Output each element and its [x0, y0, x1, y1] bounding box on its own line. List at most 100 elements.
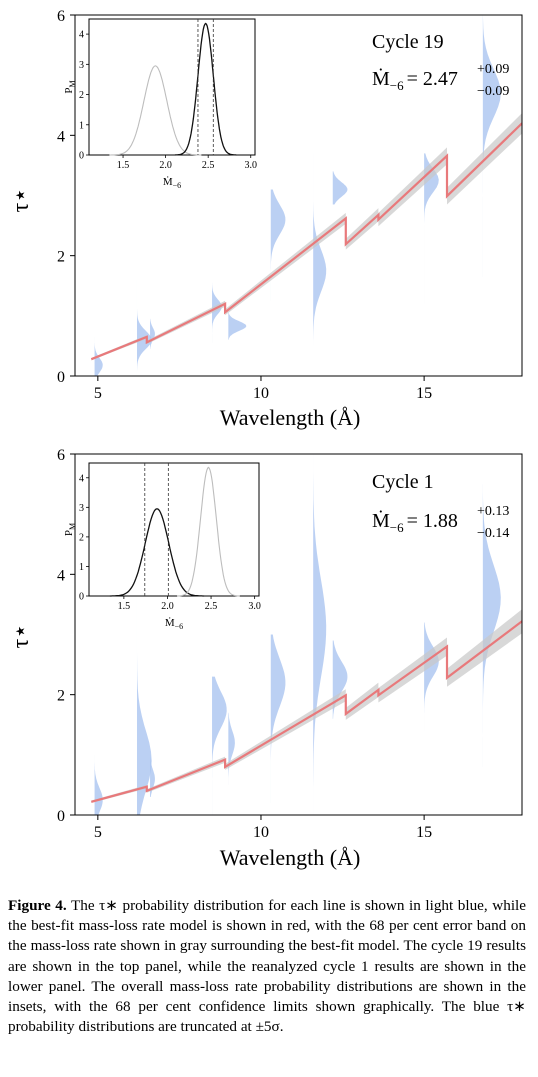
mdot-error-plus: +0.09 [477, 62, 509, 77]
inset-y-tick-label: 2 [79, 90, 84, 101]
inset-y-tick-label: 2 [79, 532, 84, 543]
tau-distribution-6 [270, 189, 286, 301]
inset-y-tick-label: 4 [79, 30, 84, 41]
tau-distribution-2 [136, 454, 152, 815]
tau-distribution-3 [150, 754, 155, 797]
panel-label: Cycle 19 [372, 31, 444, 53]
caption-label: Figure 4. [8, 897, 67, 914]
x-tick-label: 15 [416, 385, 432, 402]
inset-distribution-current [109, 508, 205, 597]
mdot-subscript: −6 [390, 520, 404, 535]
inset-y-tick-label: 0 [79, 151, 84, 162]
x-tick-label: 5 [94, 385, 102, 402]
inset: 1.5 2.0 2.5 3.0 0 1 2 3 4 Ṁ−6 PM [63, 18, 257, 190]
inset-frame [88, 18, 256, 156]
mdot-error-minus: −0.09 [477, 84, 509, 99]
tau-distribution-4 [212, 282, 222, 343]
y-tick-label: 6 [57, 447, 65, 464]
inset-distribution-current [174, 22, 237, 156]
tau-distribution-9 [424, 153, 439, 304]
plot-content [90, 15, 522, 376]
y-tick-label: 2 [57, 249, 65, 266]
inset-y-label: PM [63, 523, 77, 536]
inset-x-tick-label: 3.0 [244, 160, 257, 171]
inset-y-tick-label: 3 [79, 503, 84, 514]
inset-y-label: PM [63, 80, 77, 93]
mdot-value: = 2.47 [407, 68, 458, 90]
x-axis-label: Wavelength (Å) [220, 405, 361, 430]
mdot-error-plus: +0.13 [477, 504, 509, 519]
inset-x-label: Ṁ−6 [163, 176, 181, 190]
mdot-symbol: Ṁ [372, 509, 390, 532]
axes-frame [74, 453, 523, 816]
axes-frame [74, 14, 523, 377]
x-tick-label: 15 [416, 824, 432, 841]
mdot-error-minus: −0.14 [477, 526, 509, 541]
inset-y-label-sub: M [68, 523, 77, 530]
inset-frame [88, 462, 260, 597]
figure-caption: Figure 4. The τ∗ probability distributio… [8, 896, 526, 1037]
inset-y-tick-label: 1 [79, 120, 84, 131]
mdot-annotation: Ṁ−6 = 2.47 [372, 67, 458, 93]
tau-distribution-7 [313, 153, 327, 346]
caption-text: The τ∗ probability distribution for each… [8, 897, 527, 1036]
x-axis-label: Wavelength (Å) [220, 845, 361, 870]
y-tick-label: 4 [57, 128, 65, 145]
y-tick-label: 2 [57, 688, 65, 705]
panel-label: Cycle 1 [372, 471, 434, 493]
mdot-value: = 1.88 [407, 510, 458, 532]
model-line [91, 620, 522, 803]
inset-distribution-other [109, 65, 202, 156]
tau-distribution-2 [136, 279, 152, 376]
y-axis-label: τ⋆ [8, 624, 34, 649]
tau-distribution-3 [150, 318, 155, 349]
tau-distribution-10 [482, 484, 501, 767]
tau-distribution-6 [270, 634, 286, 803]
y-tick-label: 0 [57, 808, 65, 825]
tau-distribution-7 [313, 454, 327, 815]
inset-x-label-sub: −6 [175, 622, 184, 631]
tau-distribution-5 [228, 312, 247, 340]
tau-distribution-5 [228, 712, 235, 785]
mdot-subscript: −6 [390, 78, 404, 93]
inset-x-label-sub: −6 [173, 181, 182, 190]
tau-distribution-1 [94, 754, 103, 815]
inset-x-tick-label: 3.0 [248, 601, 261, 612]
inset-x-tick-label: 1.5 [118, 601, 131, 612]
tau-distribution-1 [94, 336, 103, 376]
x-tick-label: 10 [253, 385, 269, 402]
tau-distribution-4 [212, 676, 227, 815]
inset-x-label-symbol: Ṁ [165, 617, 175, 629]
inset-y-label-sub: M [68, 80, 77, 87]
inset-x-tick-label: 2.0 [161, 601, 174, 612]
error-band [91, 609, 522, 803]
inset-x-tick-label: 2.0 [159, 160, 172, 171]
plot-content [91, 454, 522, 815]
inset-x-tick-label: 2.5 [202, 160, 215, 171]
inset-x-tick-label: 2.5 [205, 601, 218, 612]
x-tick-label: 10 [253, 824, 269, 841]
model-line [90, 122, 522, 361]
inset-x-tick-label: 1.5 [117, 160, 130, 171]
inset-y-tick-label: 1 [79, 562, 84, 573]
y-tick-label: 4 [57, 567, 65, 584]
inset-y-label-symbol: P [63, 530, 75, 536]
inset-distribution-other [177, 466, 240, 597]
inset-x-label-symbol: Ṁ [163, 176, 173, 188]
mdot-annotation: Ṁ−6 = 1.88 [372, 509, 458, 535]
inset: 1.5 2.0 2.5 3.0 0 1 2 3 4 Ṁ−6 PM [63, 462, 261, 631]
inset-x-label: Ṁ−6 [165, 617, 183, 631]
inset-y-label-symbol: P [63, 88, 75, 94]
y-tick-label: 0 [57, 369, 65, 386]
tau-distribution-9 [424, 622, 439, 731]
mdot-symbol: Ṁ [372, 67, 390, 90]
tau-distribution-10 [482, 15, 501, 277]
tau-distribution-8 [332, 171, 348, 205]
y-tick-label: 6 [57, 8, 65, 25]
inset-y-tick-label: 4 [79, 473, 84, 484]
x-tick-label: 5 [94, 824, 102, 841]
inset-y-tick-label: 0 [79, 592, 84, 603]
